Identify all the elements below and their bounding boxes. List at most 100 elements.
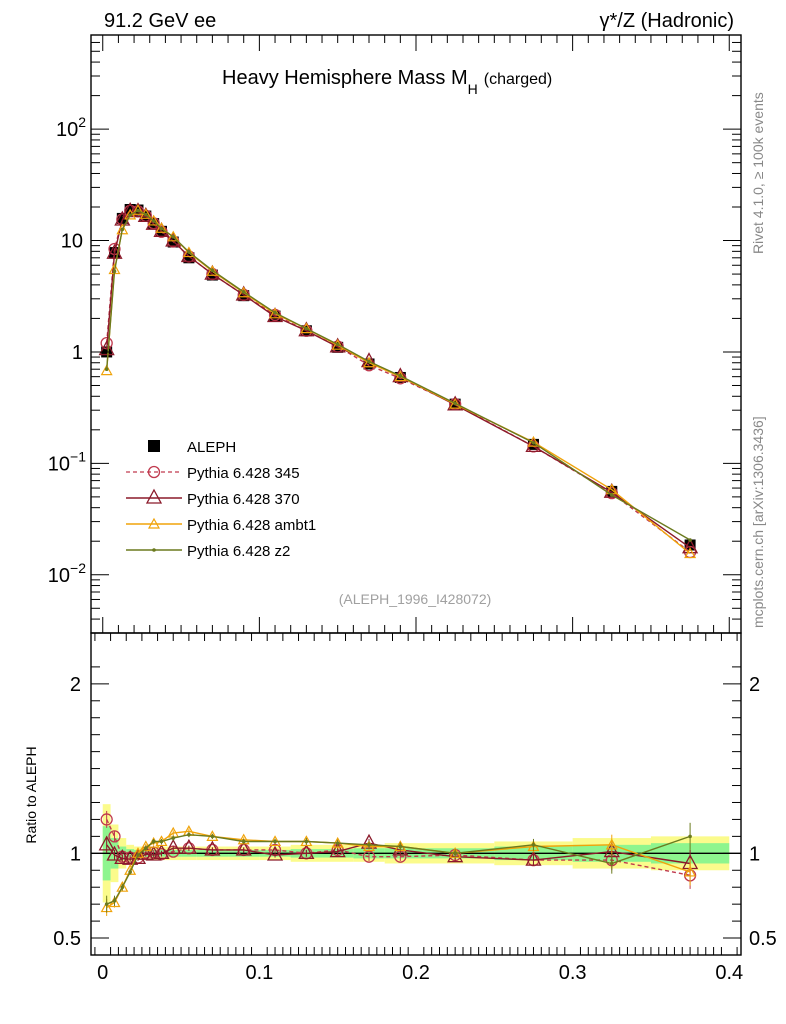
legend-marker-p345 (147, 465, 161, 479)
ratio-y-tick-label-right: 2 (749, 674, 760, 696)
legend-marker-aleph (148, 440, 160, 452)
ratio-y-tick-label: 0.5 (53, 928, 81, 950)
point-ambt1 (182, 246, 195, 258)
point-aleph (116, 212, 128, 224)
point-aleph (606, 485, 618, 497)
legend-label-aleph: ALEPH (187, 439, 236, 456)
analysis-id-watermark: (ALEPH_1996_I428072) (339, 591, 492, 607)
point-ambt1 (362, 840, 376, 852)
point-z2 (104, 902, 109, 906)
legend-entry-p370: Pythia 6.428 370 (126, 488, 300, 508)
point-z2 (688, 538, 692, 542)
legend-marker-ambt1 (147, 517, 161, 529)
point-p370 (329, 842, 346, 858)
legend-entry-z2: Pythia 6.428 z2 (126, 543, 290, 560)
point-z2 (171, 836, 176, 840)
point-ambt1 (300, 322, 313, 334)
point-aleph (183, 252, 195, 264)
point-z2 (335, 841, 340, 845)
point-ambt1 (147, 214, 160, 226)
point-ambt1 (605, 838, 618, 850)
main-y-tick-label: 1 (72, 342, 83, 364)
point-z2 (120, 227, 125, 232)
point-p370 (165, 838, 182, 854)
point-aleph (363, 358, 375, 370)
point-z2 (187, 250, 191, 254)
main-axis-ticks: 10−2 10−1 1 10 102 (48, 34, 741, 634)
x-tick-label: 0 (97, 962, 108, 984)
point-z2 (367, 843, 371, 847)
ratio-y-tick-label: 1 (70, 843, 81, 865)
point-p370 (98, 835, 115, 851)
point-ambt1 (167, 230, 180, 242)
point-z2 (398, 844, 403, 849)
ratio-plot-marks (91, 804, 741, 917)
point-ambt1 (331, 338, 344, 350)
point-z2 (112, 898, 117, 903)
point-p370 (114, 849, 131, 865)
legend-entry-aleph: ALEPH (148, 439, 236, 456)
point-p370 (129, 202, 147, 218)
point-ambt1 (155, 221, 168, 233)
legend-entry-p345: Pythia 6.428 345 (126, 465, 300, 482)
point-z2 (367, 359, 371, 364)
point-z2 (144, 212, 148, 217)
point-p370 (235, 840, 252, 856)
ratio-y-tick-label-right: 1 (749, 843, 760, 865)
point-z2 (273, 839, 277, 844)
header-process-label: γ*/Z (Hadronic) (600, 10, 734, 32)
x-tick-label: 0.4 (715, 962, 743, 984)
point-ambt1 (684, 865, 697, 877)
point-z2 (398, 374, 403, 378)
legend-label-p345: Pythia 6.428 345 (187, 465, 300, 482)
point-p345 (362, 850, 376, 863)
main-y-tick-label: 102 (56, 114, 86, 141)
legend-label-ambt1: Pythia 6.428 ambt1 (187, 517, 316, 534)
legend-label-p370: Pythia 6.428 370 (187, 491, 300, 508)
point-z2 (609, 493, 614, 497)
point-z2 (241, 290, 246, 294)
point-z2 (304, 326, 309, 331)
point-z2 (151, 839, 156, 844)
point-aleph (684, 539, 696, 551)
point-p345 (108, 830, 121, 843)
point-z2 (453, 851, 457, 856)
point-p370 (204, 840, 221, 856)
point-z2 (210, 834, 215, 839)
point-z2 (171, 235, 176, 239)
point-z2 (273, 310, 277, 315)
point-z2 (531, 440, 536, 445)
point-ambt1 (116, 223, 129, 235)
ratio-panel-frame (90, 632, 742, 956)
point-p370 (137, 844, 154, 860)
point-p370 (180, 838, 197, 854)
main-y-tick-label: 10−1 (48, 448, 86, 475)
point-z2 (128, 870, 132, 874)
point-z2 (159, 226, 164, 231)
point-p370 (298, 843, 315, 859)
point-z2 (144, 846, 148, 851)
point-z2 (151, 219, 156, 223)
point-z2 (159, 839, 164, 844)
main-panel: 10−2 10−1 1 10 102 Heavy Hemisphere Mass MH(… (48, 34, 742, 634)
point-z2 (187, 832, 191, 837)
point-p370 (447, 395, 464, 411)
point-z2 (531, 843, 536, 847)
main-plot-marks (98, 201, 699, 559)
x-tick-label: 0.1 (245, 962, 273, 984)
point-ambt1 (394, 370, 407, 382)
point-p370 (266, 845, 284, 861)
point-z2 (609, 861, 614, 866)
point-z2 (210, 268, 215, 273)
main-y-tick-label: 10−2 (48, 560, 86, 587)
point-ambt1 (131, 204, 145, 215)
point-z2 (104, 367, 109, 372)
point-z2 (128, 213, 132, 217)
point-z2 (335, 342, 340, 347)
legend-marker-p370 (145, 488, 163, 504)
point-p370 (153, 843, 170, 859)
point-z2 (120, 885, 125, 890)
main-y-tick-label: 10 (61, 231, 83, 253)
point-ambt1 (449, 397, 462, 409)
